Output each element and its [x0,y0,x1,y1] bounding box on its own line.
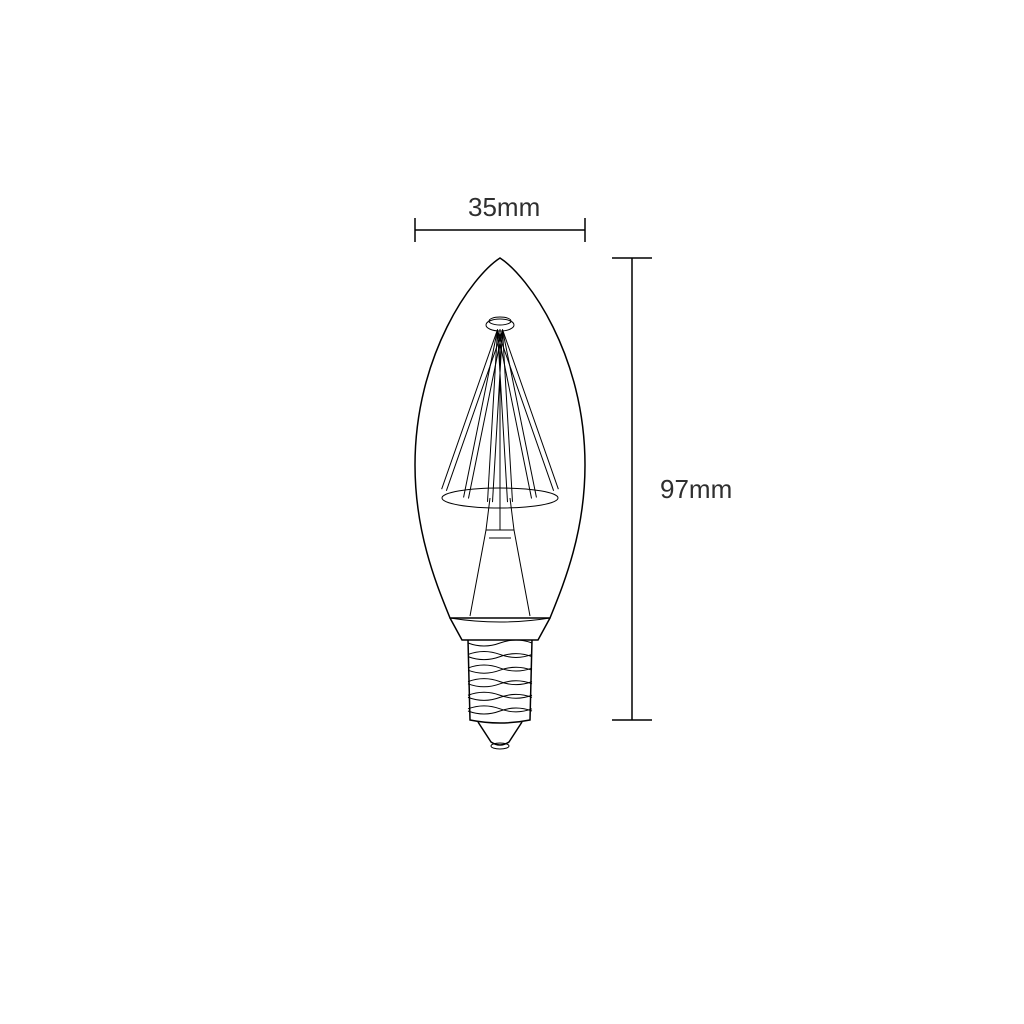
bulb-dimension-diagram: 35mm 97mm [0,0,1024,1024]
width-label: 35mm [468,192,540,222]
height-label: 97mm [660,474,732,504]
